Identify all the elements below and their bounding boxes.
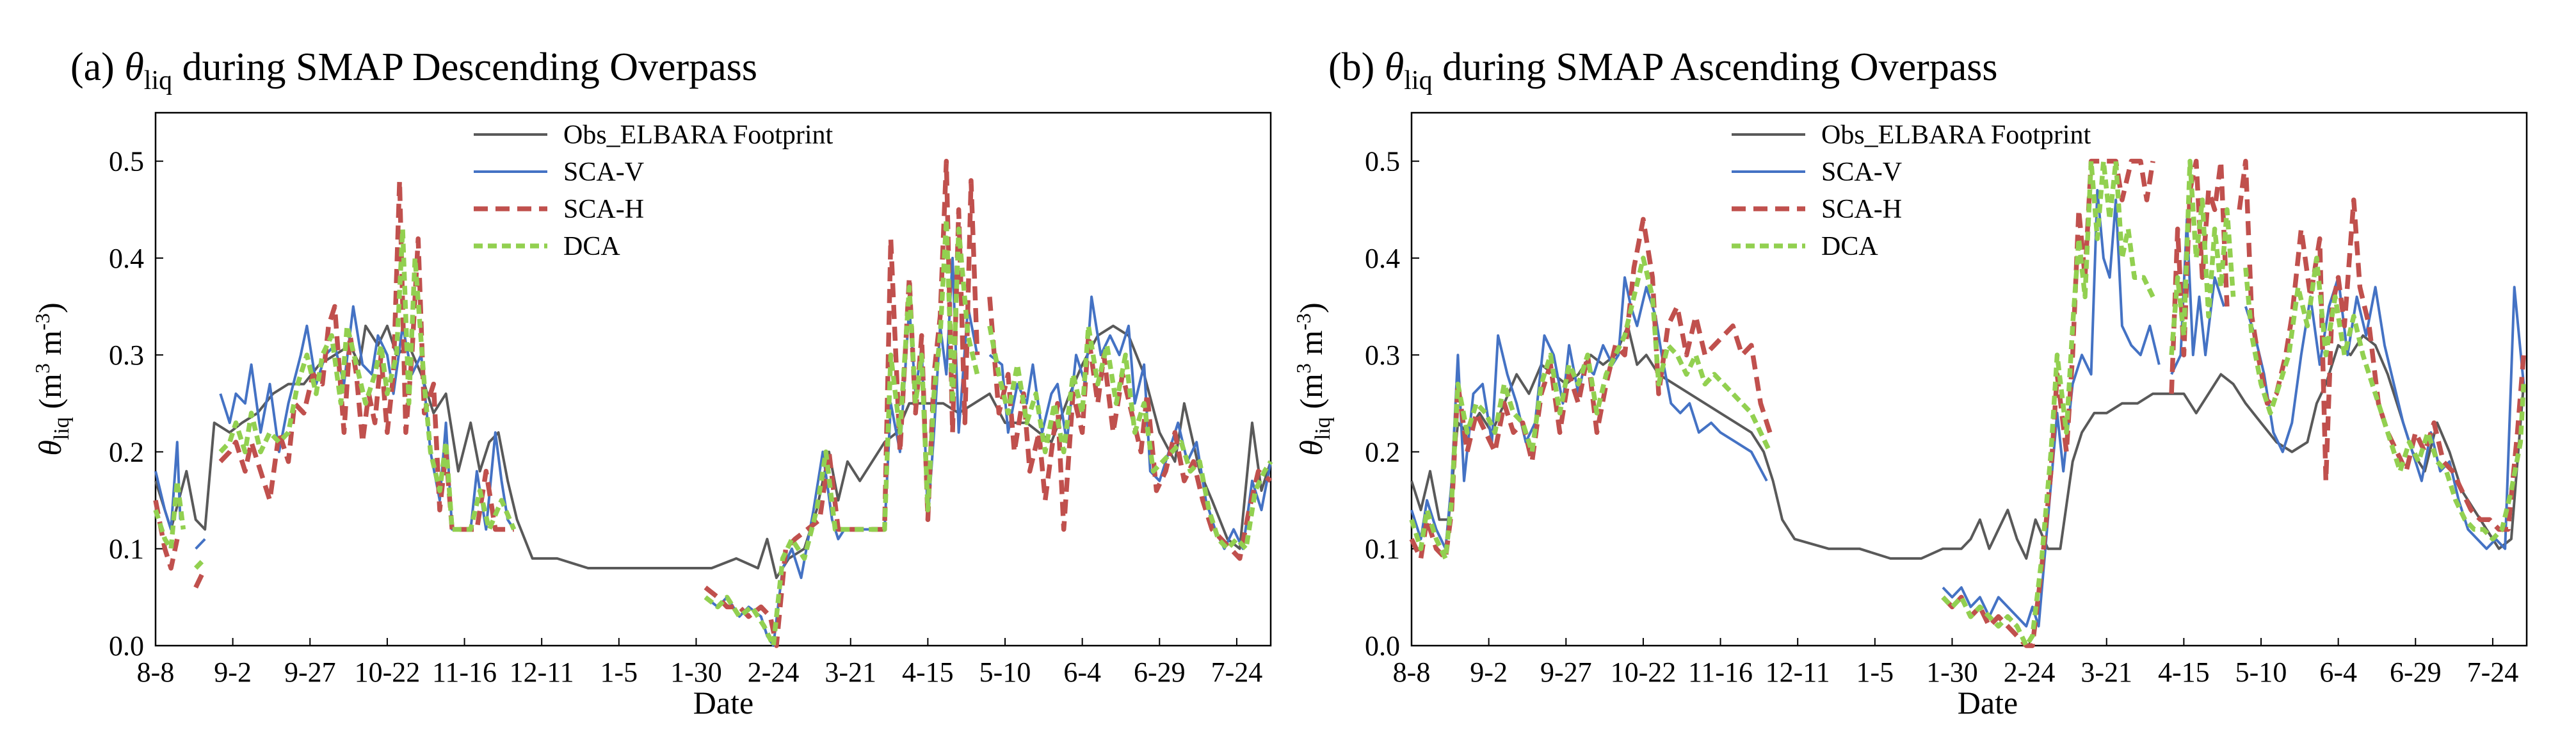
x-tick-label: 12-11 bbox=[1766, 657, 1830, 688]
x-tick-label: 6-29 bbox=[2390, 657, 2442, 688]
panel-a-y-ticks: 0.0 0.1 0.2 0.3 0.4 0.5 bbox=[109, 146, 163, 662]
x-tick-label: 3-21 bbox=[2081, 657, 2132, 688]
legend-label-dca: DCA bbox=[563, 232, 620, 261]
panel-b-series bbox=[1409, 158, 2526, 648]
x-tick-label: 1-5 bbox=[600, 657, 638, 688]
y-tick-label: 0.2 bbox=[1365, 436, 1400, 468]
panel-b-legend: Obs_ELBARA Footprint SCA-V SCA-H DCA bbox=[1732, 120, 2091, 261]
panel-b-plot-frame bbox=[1410, 111, 2528, 647]
panel-a-y-axis-label: θliq (m3 m-3) bbox=[31, 302, 74, 455]
legend-label-sca-h: SCA-H bbox=[1821, 195, 1902, 224]
x-tick-label: 8-8 bbox=[137, 657, 175, 688]
x-tick-label: 7-24 bbox=[1211, 657, 1263, 688]
x-tick-label: 1-30 bbox=[1926, 657, 1978, 688]
legend-label-dca: DCA bbox=[1821, 232, 1878, 261]
legend-label-sca-h: SCA-H bbox=[563, 195, 644, 224]
x-tick-label: 12-11 bbox=[510, 657, 574, 688]
series-line-dca bbox=[1409, 158, 2526, 648]
y-tick-label: 0.3 bbox=[1365, 339, 1400, 371]
x-tick-label: 6-29 bbox=[1134, 657, 1186, 688]
panel-b-x-ticks: 8-8 9-2 9-27 10-22 11-16 12-11 1-5 1-30 2-24 3-21… bbox=[1393, 638, 2519, 688]
x-tick-label: 8-8 bbox=[1393, 657, 1431, 688]
panel-a-x-axis-label: Date bbox=[693, 685, 753, 721]
panel-a-legend: Obs_ELBARA Footprint SCA-V SCA-H DCA bbox=[474, 120, 833, 261]
y-tick-label: 0.4 bbox=[109, 243, 144, 274]
y-tick-label: 0.5 bbox=[109, 146, 144, 177]
panel-a: (a) θliq during SMAP Descending Overpass… bbox=[31, 45, 1273, 721]
panel-a-x-ticks: 8-8 9-2 9-27 10-22 11-16 12-11 1-5 1-30 2-24 3-21… bbox=[137, 638, 1263, 688]
legend-label-obs-elbara-footprint: Obs_ELBARA Footprint bbox=[1821, 120, 2091, 150]
x-tick-label: 2-24 bbox=[748, 657, 800, 688]
x-tick-label: 10-22 bbox=[355, 657, 421, 688]
legend-label-obs-elbara-footprint: Obs_ELBARA Footprint bbox=[563, 120, 833, 150]
panel-a-plot-frame bbox=[154, 111, 1272, 647]
x-tick-label: 9-2 bbox=[1470, 657, 1508, 688]
series-line-sca-h bbox=[153, 158, 1273, 648]
legend-label-sca-v: SCA-V bbox=[1821, 158, 1902, 187]
y-tick-label: 0.1 bbox=[1365, 534, 1400, 565]
x-tick-label: 6-4 bbox=[1063, 657, 1101, 688]
panel-b: (b) θliq during SMAP Ascending Overpass … bbox=[1292, 45, 2528, 721]
x-tick-label: 2-24 bbox=[2004, 657, 2056, 688]
x-tick-label: 5-10 bbox=[979, 657, 1031, 688]
x-tick-label: 4-15 bbox=[902, 657, 954, 688]
x-tick-label: 11-16 bbox=[1688, 657, 1753, 688]
x-tick-label: 6-4 bbox=[2319, 657, 2357, 688]
x-tick-label: 11-16 bbox=[432, 657, 497, 688]
series-line-dca bbox=[153, 216, 1273, 648]
x-tick-label: 9-27 bbox=[284, 657, 336, 688]
panel-b-x-axis-label: Date bbox=[1958, 685, 2018, 721]
panel-b-title: (b) θliq during SMAP Ascending Overpass bbox=[1328, 45, 1998, 95]
panel-a-title: (a) θliq during SMAP Descending Overpass bbox=[70, 45, 757, 95]
x-tick-label: 3-21 bbox=[825, 657, 876, 688]
series-line-sca-h bbox=[1409, 158, 2526, 648]
y-tick-label: 0.5 bbox=[1365, 146, 1400, 177]
y-tick-label: 0.0 bbox=[109, 630, 144, 662]
legend-label-sca-v: SCA-V bbox=[563, 158, 644, 187]
x-tick-label: 7-24 bbox=[2467, 657, 2519, 688]
series-line-sca-v bbox=[1410, 189, 2525, 628]
x-tick-label: 9-2 bbox=[214, 657, 252, 688]
series-line-sca-v bbox=[154, 256, 1272, 647]
panel-b-y-ticks: 0.0 0.1 0.2 0.3 0.4 0.5 bbox=[1365, 146, 1419, 662]
x-tick-label: 10-22 bbox=[1611, 657, 1677, 688]
x-tick-label: 5-10 bbox=[2235, 657, 2287, 688]
x-tick-label: 9-27 bbox=[1540, 657, 1592, 688]
x-tick-label: 1-5 bbox=[1856, 657, 1894, 688]
x-tick-label: 1-30 bbox=[670, 657, 722, 688]
panel-b-y-axis-label: θliq (m3 m-3) bbox=[1292, 302, 1335, 455]
y-tick-label: 0.0 bbox=[1365, 630, 1400, 662]
y-tick-label: 0.1 bbox=[109, 534, 144, 565]
series-line-obs-elbara-footprint bbox=[1410, 324, 2525, 560]
y-tick-label: 0.4 bbox=[1365, 243, 1400, 274]
panel-a-series bbox=[153, 158, 1273, 648]
y-tick-label: 0.3 bbox=[109, 339, 144, 371]
x-tick-label: 4-15 bbox=[2158, 657, 2210, 688]
y-tick-label: 0.2 bbox=[109, 436, 144, 468]
